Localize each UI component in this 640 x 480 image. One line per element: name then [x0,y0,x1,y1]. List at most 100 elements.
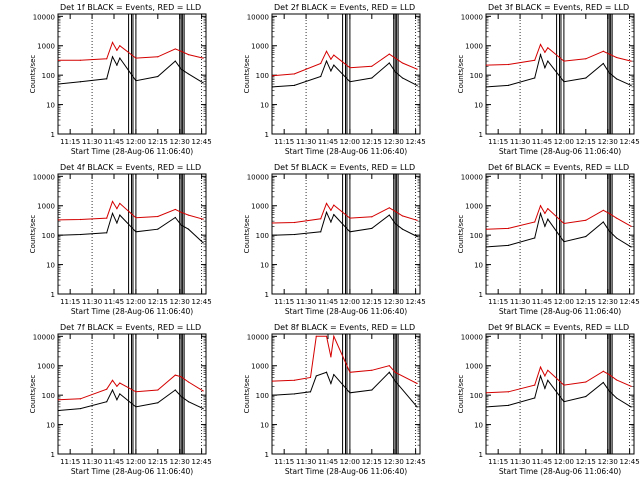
lld-data-point [187,214,190,216]
lld-data-point [174,208,176,211]
x-tick-label: 12:45 [406,138,426,146]
panel-title: Det 4f BLACK = Events, RED = LLD [60,163,201,172]
panel-det-7f: Det 7f BLACK = Events, RED = LLD 1 10 100 10… [29,323,212,476]
panel-title: Det 9f BLACK = Events, RED = LLD [488,323,629,332]
lld-data-point [333,204,335,206]
lld-data-point [394,371,396,373]
lld-data-point [485,64,488,66]
events-data-point [174,60,176,62]
x-tick-label: 11:45 [104,138,124,146]
lld-data-point [111,379,114,381]
y-axis-label: Counts/sec [29,55,37,94]
x-tick-label: 11:30 [296,298,316,306]
x-tick-label: 12:30 [170,298,190,306]
events-data-point [309,391,312,393]
events-data-point [394,380,396,382]
y-tick-label: 100 [470,392,483,400]
lld-series-line [272,334,418,384]
events-series-line [58,211,204,244]
events-data-point [602,381,604,384]
events-data-point [57,234,60,236]
x-tick-label: 12:15 [362,138,382,146]
lld-data-point [349,371,351,373]
events-data-point [394,71,396,73]
time-window-box [560,333,565,455]
lld-data-point [111,41,114,43]
panel-det-1f: Det 1f BLACK = Events, RED = LLD 1 10 100 10… [29,3,212,156]
panel-title: Det 8f BLACK = Events, RED = LLD [274,323,415,332]
events-data-point [106,401,108,403]
events-data-point [325,371,328,373]
events-data-point [485,86,488,88]
x-tick-label: 11:30 [82,138,102,146]
x-tick-label: 12:30 [384,298,404,306]
time-window-box [607,13,610,135]
x-tick-label: 12:45 [192,458,212,466]
y-tick-label: 10 [46,262,55,270]
lld-data-point [325,50,328,52]
y-tick-label: 1 [479,451,483,459]
lld-data-point [349,217,351,219]
events-data-point [349,81,351,83]
lld-data-point [547,47,549,49]
x-tick-label: 12:15 [576,458,596,466]
time-window-box [560,173,565,295]
lld-series-line [272,50,418,77]
events-data-point [106,78,108,80]
y-axis-label: Counts/sec [29,375,37,414]
x-tick-label: 12:00 [340,298,360,306]
x-tick-label: 12:30 [384,138,404,146]
lld-data-point [608,53,610,55]
lld-series-line [58,374,204,401]
y-axis-label: Counts/sec [243,55,251,94]
y-tick-label: 10 [46,102,55,110]
x-tick-label: 11:30 [510,138,530,146]
x-tick-label: 11:15 [488,138,508,146]
events-data-point [325,211,328,213]
events-data-point [333,374,335,376]
events-data-point [325,60,328,62]
events-data-point [111,212,114,214]
events-data-point [79,233,81,236]
lld-data-point [202,57,204,59]
events-data-point [485,406,488,408]
x-axis-label: Start Time (28-Aug-06 11:06:40) [71,307,193,316]
y-tick-label: 1 [265,131,269,139]
x-tick-label: 11:15 [488,458,508,466]
events-data-point [534,77,536,79]
lld-data-point [585,219,587,221]
x-tick-label: 11:30 [82,298,102,306]
lld-data-point [394,210,396,212]
events-data-point [293,233,295,236]
events-data-point [330,221,332,223]
lld-data-point [371,65,373,67]
time-window-box [393,173,396,295]
y-axis-label: Counts/sec [457,55,465,94]
y-tick-label: 10000 [33,13,55,21]
events-data-point [630,406,632,408]
events-series-line [58,55,204,85]
x-tick-label: 12:15 [148,458,168,466]
lld-data-point [416,68,418,70]
y-tick-label: 10 [260,422,269,430]
lld-data-point [539,366,542,368]
y-tick-label: 1 [479,131,483,139]
lld-data-point [544,375,546,377]
lld-data-point [485,392,488,394]
time-window-box [179,173,182,295]
lld-data-point [563,384,565,386]
events-data-point [615,397,618,399]
lld-data-point [615,379,618,381]
lld-data-point [135,391,137,393]
lld-data-point [507,227,509,229]
events-data-point [507,244,509,246]
lld-data-point [330,58,332,60]
x-tick-label: 12:00 [554,298,574,306]
lld-data-point [111,200,114,203]
lld-data-point [388,207,390,209]
x-tick-label: 11:30 [296,138,316,146]
events-data-point [116,222,118,224]
events-data-point [202,82,204,84]
events-data-point [320,75,322,78]
lld-data-point [416,219,418,221]
